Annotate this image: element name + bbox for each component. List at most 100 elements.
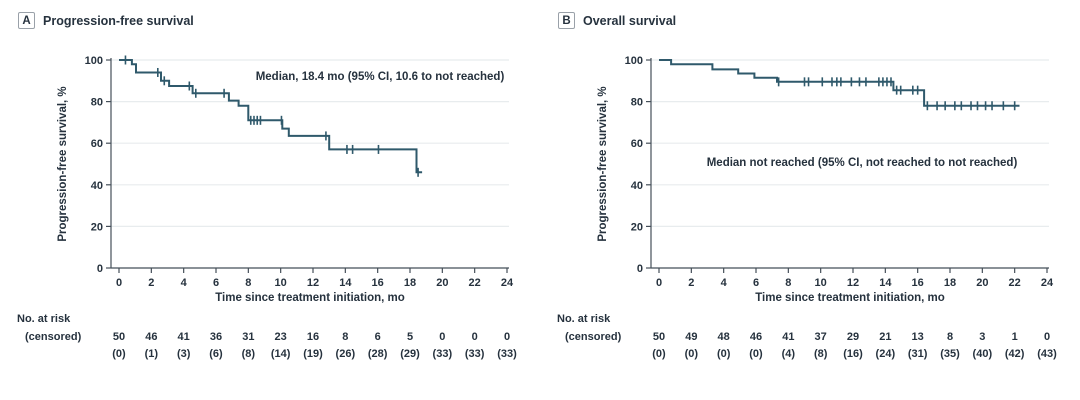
x-tick-label: 2 [148,277,154,289]
risk-at-risk-count: 23 [275,331,287,343]
x-tick-label: 18 [404,277,416,289]
x-tick-label: 18 [944,277,956,289]
risk-table-label-censored: (censored) [25,331,82,343]
risk-censored-count: (26) [336,348,356,360]
risk-censored-count: (0) [652,348,666,360]
x-axis-title: Time since treatment initiation, mo [755,292,945,304]
x-tick-label: 4 [721,277,728,289]
x-tick-label: 10 [275,277,287,289]
risk-censored-count: (0) [717,348,731,360]
y-tick-label: 20 [91,221,103,233]
risk-at-risk-count: 3 [979,331,985,343]
risk-at-risk-count: 1 [1012,331,1018,343]
risk-at-risk-count: 50 [113,331,125,343]
median-annotation: Median not reached (95% CI, not reached … [707,157,1018,169]
risk-at-risk-count: 46 [145,331,157,343]
risk-at-risk-count: 8 [342,331,348,343]
risk-at-risk-count: 0 [1044,331,1050,343]
x-tick-label: 24 [501,277,514,289]
x-tick-label: 20 [436,277,448,289]
risk-censored-count: (28) [368,348,388,360]
risk-at-risk-count: 21 [879,331,891,343]
panel-b-letter-badge: B [558,12,575,29]
risk-censored-count: (8) [242,348,256,360]
x-tick-label: 12 [847,277,859,289]
risk-censored-count: (33) [433,348,453,360]
risk-at-risk-count: 48 [718,331,730,343]
x-tick-label: 24 [1041,277,1054,289]
x-tick-label: 16 [912,277,924,289]
risk-censored-count: (6) [209,348,223,360]
risk-censored-count: (4) [782,348,796,360]
x-tick-label: 0 [116,277,122,289]
risk-censored-count: (14) [271,348,291,360]
risk-table-label-no-at-risk: No. at risk [17,313,71,325]
x-tick-label: 16 [372,277,384,289]
risk-at-risk-count: 37 [815,331,827,343]
risk-at-risk-count: 6 [375,331,381,343]
risk-at-risk-count: 13 [912,331,924,343]
risk-censored-count: (31) [908,348,928,360]
risk-at-risk-count: 8 [947,331,953,343]
km-step-curve [119,59,423,174]
risk-censored-count: (43) [1037,348,1057,360]
y-tick-label: 20 [631,221,643,233]
km-step-curve [659,59,1020,107]
risk-at-risk-count: 29 [847,331,859,343]
y-tick-label: 60 [91,138,103,150]
risk-censored-count: (1) [145,348,159,360]
risk-censored-count: (24) [876,348,896,360]
risk-at-risk-count: 16 [307,331,319,343]
panel-b-title: Overall survival [583,13,677,28]
x-tick-label: 12 [307,277,319,289]
panel-a-header: A Progression-free survival [18,12,194,29]
x-tick-label: 8 [785,277,791,289]
risk-table-label-no-at-risk: No. at risk [557,313,611,325]
x-tick-label: 14 [339,277,352,289]
y-tick-label: 80 [631,97,643,109]
risk-at-risk-count: 0 [504,331,510,343]
risk-censored-count: (42) [1005,348,1025,360]
risk-censored-count: (40) [973,348,993,360]
risk-censored-count: (0) [749,348,763,360]
x-tick-label: 22 [469,277,481,289]
risk-at-risk-count: 0 [472,331,478,343]
x-tick-label: 6 [753,277,759,289]
y-tick-label: 60 [631,138,643,150]
risk-at-risk-count: 50 [653,331,665,343]
panel-progression-free-survival: A Progression-free survival 0 20 40 60 80 100… [17,12,517,360]
x-tick-label: 0 [656,277,662,289]
risk-censored-count: (0) [685,348,699,360]
x-tick-label: 2 [688,277,694,289]
y-tick-label: 100 [85,55,103,67]
risk-table-label-censored: (censored) [565,331,622,343]
y-axis-title: Progression-free survival, % [57,86,69,241]
x-tick-label: 22 [1009,277,1021,289]
y-tick-label: 40 [631,180,643,192]
median-annotation: Median, 18.4 mo (95% CI, 10.6 to not rea… [256,71,505,83]
y-tick-label: 40 [91,180,103,192]
y-tick-label: 0 [97,263,103,275]
risk-at-risk-count: 41 [782,331,794,343]
risk-at-risk-count: 46 [750,331,762,343]
risk-at-risk-count: 0 [439,331,445,343]
panel-b-header: B Overall survival [558,12,676,29]
x-tick-label: 6 [213,277,219,289]
x-tick-label: 10 [815,277,827,289]
risk-at-risk-count: 5 [407,331,413,343]
risk-censored-count: (0) [112,348,126,360]
panel-a-letter-badge: A [18,12,35,29]
risk-at-risk-count: 41 [178,331,190,343]
panel-overall-survival: B Overall survival 0 20 40 60 80 100 0 2 4 6 8 10 12… [540,0,1080,400]
risk-censored-count: (8) [814,348,828,360]
risk-at-risk-count: 36 [210,331,222,343]
y-tick-label: 0 [637,263,643,275]
x-axis-title: Time since treatment initiation, mo [215,292,405,304]
risk-censored-count: (19) [303,348,323,360]
y-tick-label: 100 [625,55,643,67]
y-tick-label: 80 [91,97,103,109]
x-tick-label: 20 [976,277,988,289]
